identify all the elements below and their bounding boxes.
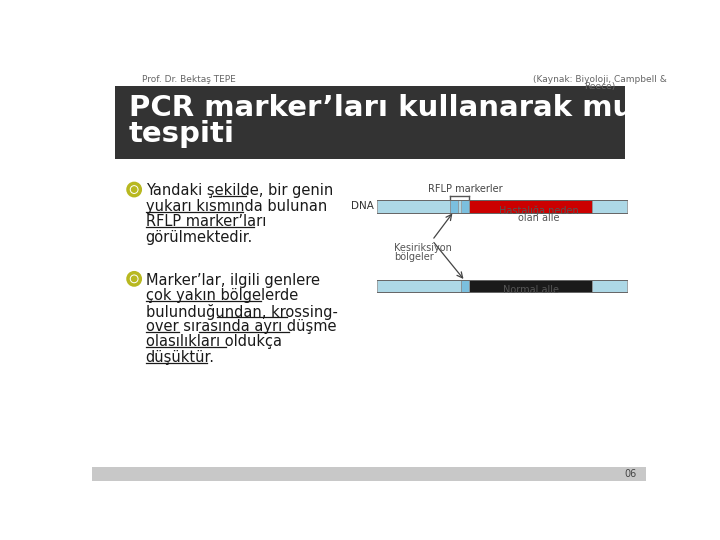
- Bar: [92, 467, 647, 481]
- Bar: [469, 280, 593, 292]
- Bar: [377, 200, 450, 213]
- Text: düşüktür.: düşüktür.: [145, 350, 215, 364]
- Text: Marker’lar, ilgili genlere: Marker’lar, ilgili genlere: [145, 273, 320, 288]
- Bar: [593, 200, 627, 213]
- Circle shape: [128, 184, 140, 195]
- Text: tespiti: tespiti: [129, 120, 235, 148]
- Text: RFLP marker’ları: RFLP marker’ları: [145, 214, 266, 229]
- Bar: [462, 280, 469, 292]
- Text: bulunduğundan, krossing-: bulunduğundan, krossing-: [145, 303, 338, 320]
- Text: olasılıkları oldukça: olasılıkları oldukça: [145, 334, 282, 349]
- Text: Reece): Reece): [585, 82, 616, 91]
- Text: 06: 06: [625, 469, 637, 478]
- Circle shape: [132, 276, 137, 281]
- Text: Normal alle: Normal alle: [503, 285, 559, 295]
- Text: (Kaynak: Biyoloji, Campbell &: (Kaynak: Biyoloji, Campbell &: [533, 75, 667, 84]
- Bar: [461, 200, 469, 213]
- Bar: [450, 200, 459, 213]
- Text: Yandaki şekilde, bir genin: Yandaki şekilde, bir genin: [145, 184, 333, 198]
- Text: olan alle: olan alle: [518, 213, 559, 222]
- Circle shape: [128, 273, 140, 285]
- Text: over sırasında ayrı düşme: over sırasında ayrı düşme: [145, 319, 336, 334]
- Text: çok yakın bölgelerde: çok yakın bölgelerde: [145, 288, 298, 303]
- Bar: [115, 86, 625, 159]
- Text: Hastalığa neden: Hastalığa neden: [498, 205, 578, 215]
- Text: bölgeler: bölgeler: [394, 252, 433, 262]
- Text: DNA: DNA: [351, 201, 374, 212]
- Text: Kesiriksiyon: Kesiriksiyon: [394, 244, 451, 253]
- Text: görülmektedir.: görülmektedir.: [145, 230, 253, 245]
- Bar: [377, 280, 462, 292]
- Bar: [593, 280, 627, 292]
- Text: yukarı kısmında bulunan: yukarı kısmında bulunan: [145, 199, 327, 214]
- Text: PCR marker’ları kullanarak mutant allelin: PCR marker’ları kullanarak mutant alleli…: [129, 94, 720, 122]
- Bar: [469, 200, 593, 213]
- Text: RFLP markerler: RFLP markerler: [428, 184, 503, 194]
- Text: Prof. Dr. Bektaş TEPE: Prof. Dr. Bektaş TEPE: [142, 75, 235, 84]
- Circle shape: [132, 187, 137, 192]
- Bar: [459, 200, 461, 213]
